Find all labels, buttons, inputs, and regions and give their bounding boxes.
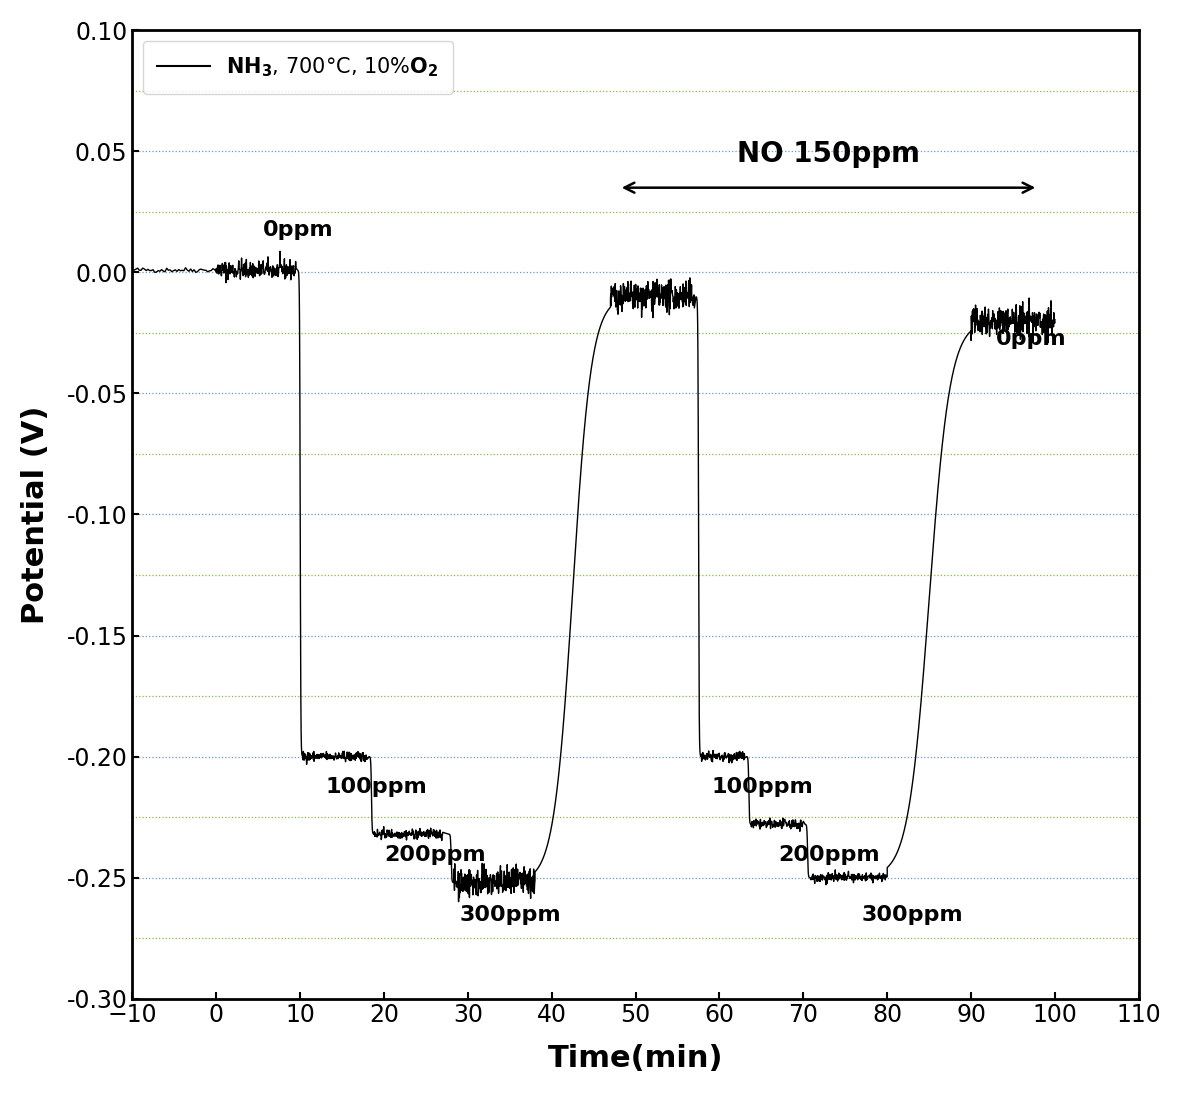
Text: 0ppm: 0ppm — [262, 220, 333, 240]
Text: 100ppm: 100ppm — [325, 777, 427, 796]
Legend: $\mathbf{NH_3}$, 700°C, 10%$\mathbf{O_2}$: $\mathbf{NH_3}$, 700°C, 10%$\mathbf{O_2}… — [143, 40, 454, 93]
Y-axis label: Potential (V): Potential (V) — [21, 405, 50, 624]
Text: 0ppm: 0ppm — [996, 329, 1067, 349]
Text: 200ppm: 200ppm — [384, 845, 486, 864]
Text: 300ppm: 300ppm — [460, 905, 561, 926]
Text: 300ppm: 300ppm — [862, 905, 963, 926]
X-axis label: Time(min): Time(min) — [548, 1044, 723, 1073]
Text: NO 150ppm: NO 150ppm — [738, 140, 920, 168]
Text: 100ppm: 100ppm — [712, 777, 813, 796]
Text: 200ppm: 200ppm — [778, 845, 879, 864]
